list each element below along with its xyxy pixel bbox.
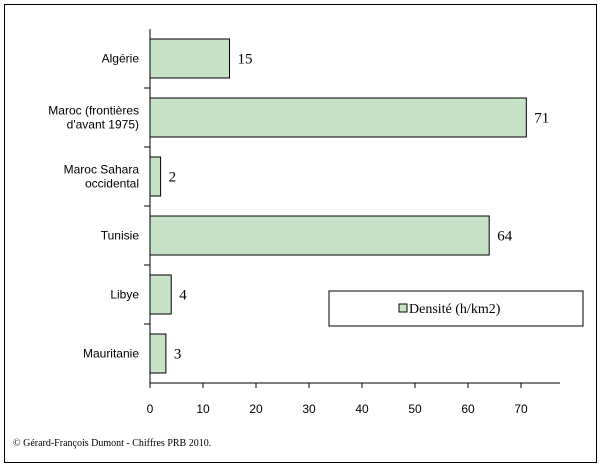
category-label-0: Algérie — [102, 52, 140, 66]
category-label-2: Maroc Sahara occidental — [64, 163, 140, 191]
x-tick-label-1: 10 — [196, 402, 210, 416]
bar-3 — [149, 215, 490, 256]
x-tick-label-2: 20 — [249, 402, 263, 416]
x-tick-label-3: 30 — [302, 402, 316, 416]
x-tick-label-4: 40 — [355, 402, 369, 416]
bar-2 — [149, 156, 162, 197]
x-tick-label-7: 70 — [514, 402, 528, 416]
category-label-3: Tunisie — [101, 229, 140, 243]
axes-layer: 0 10 20 30 40 50 60 70 — [144, 29, 560, 416]
x-tick-label-0: 0 — [147, 402, 154, 416]
bars-layer — [149, 38, 527, 374]
data-label-1: 71 — [534, 111, 549, 127]
x-tick-label-5: 50 — [408, 402, 422, 416]
category-label-4: Libye — [110, 288, 139, 302]
bar-1 — [149, 97, 527, 138]
x-tick-label-6: 60 — [461, 402, 475, 416]
data-label-0: 15 — [238, 52, 253, 68]
category-label-1: Maroc (frontières d'avant 1975) — [48, 104, 139, 132]
data-label-2: 2 — [169, 170, 177, 186]
data-label-5: 3 — [174, 347, 182, 363]
data-label-4: 4 — [179, 288, 187, 304]
bar-5 — [149, 333, 167, 374]
bar-4 — [149, 274, 172, 315]
category-label-5: Mauritanie — [83, 347, 139, 361]
legend: Densité (h/km2) — [328, 290, 584, 327]
legend-label: Densité (h/km2) — [409, 302, 501, 317]
data-label-3: 64 — [497, 229, 513, 245]
source-note: © Gérard-François Dumont - Chiffres PRB … — [13, 438, 211, 449]
bar-0 — [149, 38, 230, 79]
legend-box — [328, 290, 584, 327]
labels-layer: 15 Algérie 71 Maroc (frontières d'avant 1975… — [48, 52, 549, 363]
legend-swatch — [398, 303, 408, 313]
